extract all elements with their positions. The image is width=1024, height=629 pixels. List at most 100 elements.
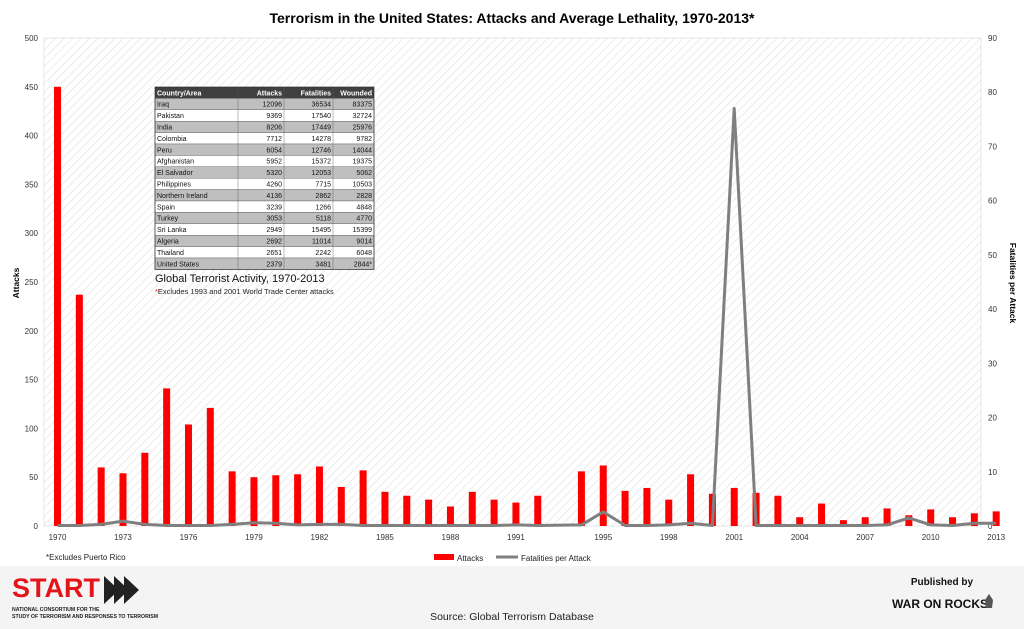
inset-table-cell: 15372 [312,159,332,166]
inset-table-cell: Thailand [157,250,184,257]
start-sub-line2: STUDY OF TERRORISM AND RESPONSES TO TERR… [12,614,158,620]
inset-table-cell: 7715 [315,182,331,189]
inset-table-cell: 3053 [266,216,282,223]
attacks-bar [272,475,280,526]
inset-table-cell: 14044 [353,147,373,154]
inset-table-cell: 4136 [266,193,282,200]
y-right-tick-label: 80 [988,88,997,97]
attacks-bar [294,474,302,526]
inset-table-cell: Peru [157,147,172,154]
inset-table-row [154,200,375,213]
attacks-bar [337,486,345,526]
y-left-tick-label: 0 [34,522,39,531]
attacks-bar [534,495,542,526]
x-tick-label: 1995 [594,533,612,542]
attacks-bar [861,517,869,526]
attacks-bar [796,517,804,526]
inset-table-row [154,234,375,247]
war-on-rocks-logo: WAR ON ROCKS [892,597,988,611]
attacks-bar [184,424,192,526]
x-tick-label: 2004 [791,533,809,542]
attacks-bar [403,495,411,526]
x-tick-label: 1970 [49,533,67,542]
x-tick-label: 1979 [245,533,263,542]
attacks-bar [927,509,935,526]
inset-table-cell: 83375 [353,102,373,109]
inset-table-cell: 19375 [353,159,373,166]
y-left-tick-label: 350 [25,180,39,189]
inset-table-cell: India [157,125,172,132]
inset-table-cell: 2862 [315,193,331,200]
attacks-bar [839,520,847,526]
attacks-bar [599,465,607,526]
y-left-tick-label: 450 [25,83,39,92]
attacks-bar [992,511,1000,526]
inset-table-cell: 11014 [312,239,331,246]
x-tick-label: 1998 [660,533,678,542]
inset-table-cell: Sri Lanka [157,227,187,234]
x-tick-label: 2001 [725,533,743,542]
inset-table-cell: 2828 [356,193,372,200]
x-tick-label: 2013 [987,533,1005,542]
x-tick-label: 1991 [507,533,525,542]
inset-table-cell: Spain [157,204,175,211]
attacks-bar [818,503,826,526]
inset-table-cell: 17540 [312,113,332,120]
inset-table-cell: Philippines [157,182,191,189]
attacks-bar [446,506,454,526]
inset-table-cell: Turkey [157,216,179,223]
attacks-bar [774,495,782,526]
legend-fatalities-label: Fatalities per Attack [521,554,592,563]
inset-table-cell: 14278 [312,136,332,143]
attacks-bar [643,487,651,526]
publisher-block: Published by WAR ON ROCKS [892,577,993,611]
attacks-bar [163,388,171,526]
x-tick-label: 1985 [376,533,394,542]
inset-table-cell: 4770 [356,216,372,223]
attacks-bar [665,499,673,526]
inset-table-cell: United States [157,261,200,268]
inset-table-cell: 9782 [356,136,372,143]
y-left-tick-label: 50 [29,473,38,482]
attacks-bar [141,452,149,526]
start-logo-text: START [12,573,100,603]
inset-table-header [155,87,374,99]
inset-table-cell: 10503 [353,182,373,189]
y-right-tick-label: 40 [988,305,997,314]
attacks-bar [577,471,585,526]
inset-table-header-cell: Fatalities [301,90,331,97]
y-right-tick-label: 70 [988,142,997,151]
attacks-bar [468,491,476,526]
attacks-bar [228,471,236,526]
y-right-tick-label: 20 [988,414,997,423]
attacks-bar [970,513,978,526]
inset-table-cell: 15399 [353,227,373,234]
inset-table-row [154,132,375,145]
attacks-bar [512,502,520,526]
inset-table-cell: 5320 [266,170,282,177]
inset-table-row [154,212,375,224]
y-right-tick-label: 0 [988,522,993,531]
attacks-bar [75,294,83,526]
legend-attacks-label: Attacks [457,554,483,563]
start-arrow-icon [124,576,139,604]
inset-table-cell: 6048 [356,250,372,257]
inset-table-row [154,120,375,133]
y-axis-right: 0 10 20 30 40 50 60 70 80 90 [988,34,997,531]
x-tick-label: 2007 [856,533,874,542]
inset-table-cell: 1266 [315,204,331,211]
legend: Attacks Fatalities per Attack [434,554,592,563]
inset-table-row [154,223,375,236]
inset-table-cell: 5952 [266,159,282,166]
inset-table-header-cell: Attacks [257,90,282,97]
attacks-bar [905,515,913,526]
attacks-bar [490,499,498,526]
inset-table-cell: 6054 [266,147,282,154]
inset-table-cell: 2379 [266,261,282,268]
inset-table-cell: 2949 [266,227,282,234]
attacks-bar [687,474,695,526]
y-right-tick-label: 30 [988,359,997,368]
y-axis-left: 0 50 100 150 200 250 300 350 400 450 500 [25,34,39,531]
inset-table-border [154,86,375,270]
inset-table-header-cell: Country/Area [157,90,201,97]
